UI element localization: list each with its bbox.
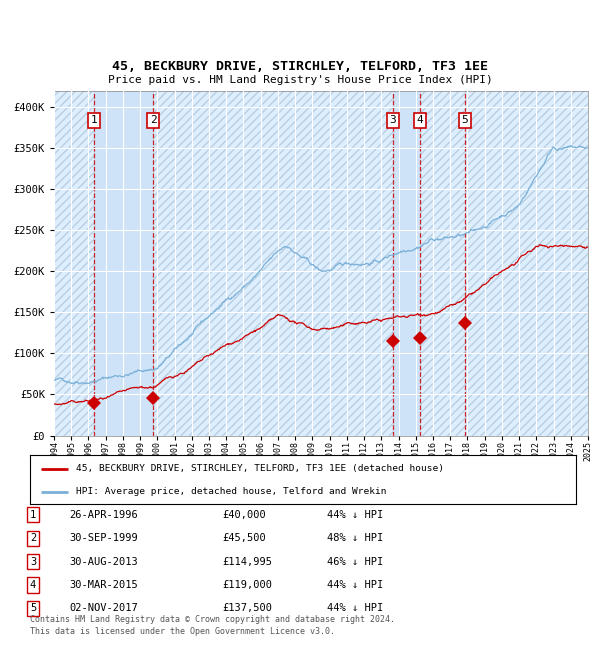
- Text: 3: 3: [30, 556, 36, 567]
- Text: Price paid vs. HM Land Registry's House Price Index (HPI): Price paid vs. HM Land Registry's House …: [107, 75, 493, 85]
- Text: HPI: Average price, detached house, Telford and Wrekin: HPI: Average price, detached house, Telf…: [76, 487, 387, 496]
- Text: 1: 1: [91, 115, 97, 125]
- Bar: [464, 91, 588, 436]
- Text: 45, BECKBURY DRIVE, STIRCHLEY, TELFORD, TF3 1EE (detached house): 45, BECKBURY DRIVE, STIRCHLEY, TELFORD, …: [76, 464, 445, 473]
- Bar: [420, 91, 464, 436]
- Text: 26-APR-1996: 26-APR-1996: [69, 510, 138, 520]
- Bar: [94, 91, 153, 436]
- Text: 3: 3: [389, 115, 396, 125]
- Text: 30-AUG-2013: 30-AUG-2013: [69, 556, 138, 567]
- Text: £45,500: £45,500: [222, 533, 266, 543]
- Bar: [153, 91, 392, 436]
- Text: 44% ↓ HPI: 44% ↓ HPI: [327, 510, 383, 520]
- Text: 1: 1: [30, 510, 36, 520]
- Text: Contains HM Land Registry data © Crown copyright and database right 2024.
This d: Contains HM Land Registry data © Crown c…: [30, 615, 395, 636]
- Text: 30-SEP-1999: 30-SEP-1999: [69, 533, 138, 543]
- Text: 30-MAR-2015: 30-MAR-2015: [69, 580, 138, 590]
- Text: £137,500: £137,500: [222, 603, 272, 614]
- Text: 45, BECKBURY DRIVE, STIRCHLEY, TELFORD, TF3 1EE: 45, BECKBURY DRIVE, STIRCHLEY, TELFORD, …: [112, 60, 488, 73]
- Bar: [54, 91, 94, 436]
- Text: 2: 2: [149, 115, 157, 125]
- Text: 44% ↓ HPI: 44% ↓ HPI: [327, 603, 383, 614]
- Bar: [392, 91, 420, 436]
- Text: 2: 2: [30, 533, 36, 543]
- Text: 5: 5: [461, 115, 468, 125]
- Text: 4: 4: [416, 115, 424, 125]
- Text: 5: 5: [30, 603, 36, 614]
- Text: £114,995: £114,995: [222, 556, 272, 567]
- Text: £119,000: £119,000: [222, 580, 272, 590]
- Text: 4: 4: [30, 580, 36, 590]
- Text: £40,000: £40,000: [222, 510, 266, 520]
- Text: 02-NOV-2017: 02-NOV-2017: [69, 603, 138, 614]
- Text: 44% ↓ HPI: 44% ↓ HPI: [327, 580, 383, 590]
- Text: 48% ↓ HPI: 48% ↓ HPI: [327, 533, 383, 543]
- Text: 46% ↓ HPI: 46% ↓ HPI: [327, 556, 383, 567]
